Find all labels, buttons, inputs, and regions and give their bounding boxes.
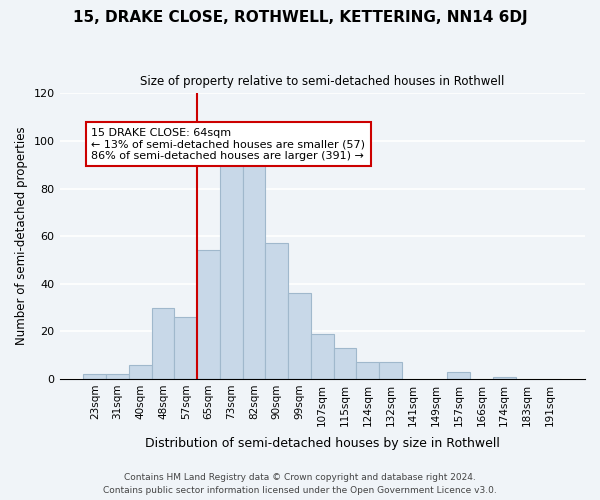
Title: Size of property relative to semi-detached houses in Rothwell: Size of property relative to semi-detach…	[140, 75, 505, 88]
Bar	[265, 244, 288, 379]
Bar	[220, 162, 242, 379]
Bar	[83, 374, 106, 379]
Bar	[197, 250, 220, 379]
Bar	[129, 364, 152, 379]
Bar	[242, 148, 265, 379]
Bar	[106, 374, 129, 379]
Bar	[288, 293, 311, 379]
X-axis label: Distribution of semi-detached houses by size in Rothwell: Distribution of semi-detached houses by …	[145, 437, 500, 450]
Bar	[379, 362, 402, 379]
Y-axis label: Number of semi-detached properties: Number of semi-detached properties	[15, 127, 28, 346]
Bar	[356, 362, 379, 379]
Bar	[448, 372, 470, 379]
Text: 15, DRAKE CLOSE, ROTHWELL, KETTERING, NN14 6DJ: 15, DRAKE CLOSE, ROTHWELL, KETTERING, NN…	[73, 10, 527, 25]
Text: Contains HM Land Registry data © Crown copyright and database right 2024.
Contai: Contains HM Land Registry data © Crown c…	[103, 474, 497, 495]
Bar	[175, 317, 197, 379]
Bar	[311, 334, 334, 379]
Bar	[152, 308, 175, 379]
Text: 15 DRAKE CLOSE: 64sqm
← 13% of semi-detached houses are smaller (57)
86% of semi: 15 DRAKE CLOSE: 64sqm ← 13% of semi-deta…	[91, 128, 365, 161]
Bar	[493, 376, 515, 379]
Bar	[334, 348, 356, 379]
